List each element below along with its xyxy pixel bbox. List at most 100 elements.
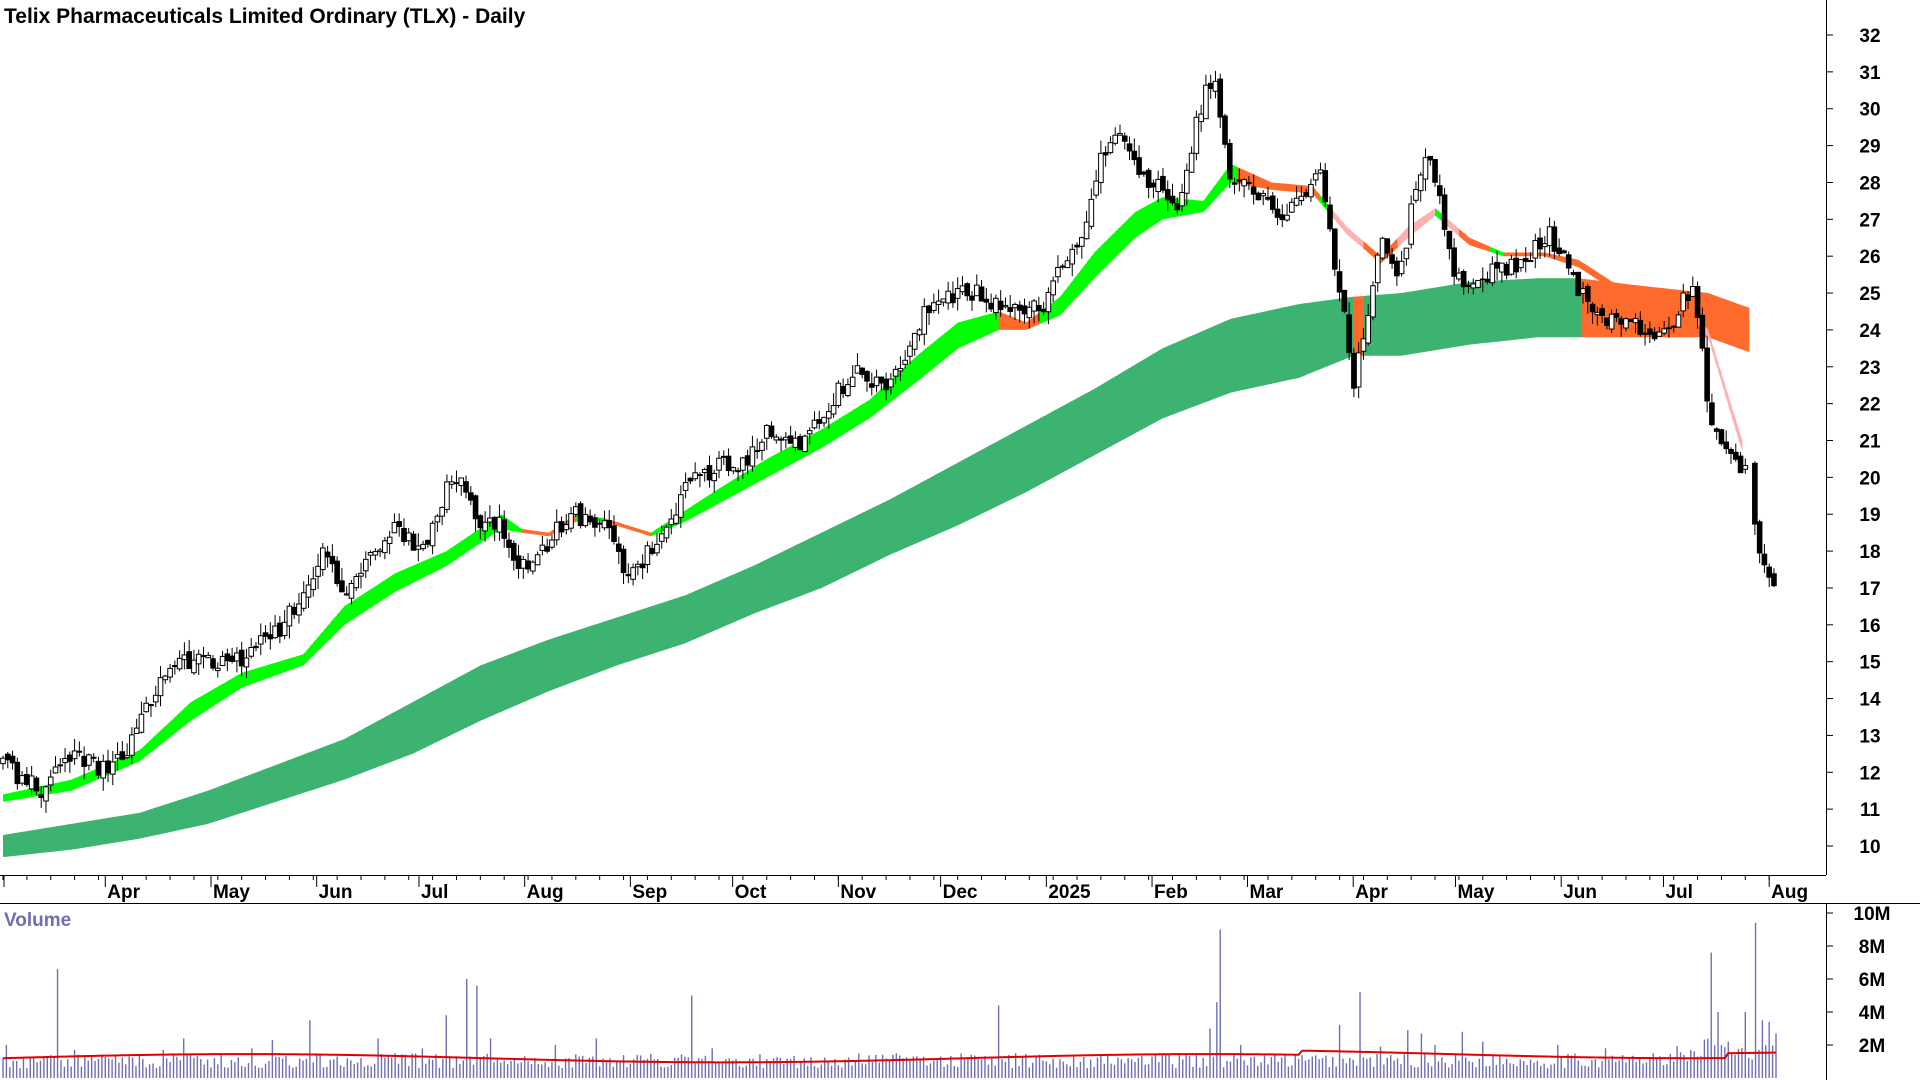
short-band-segment bbox=[957, 321, 962, 349]
short-band-segment bbox=[374, 584, 379, 605]
long-band-segment bbox=[1465, 281, 1470, 346]
short-band-segment bbox=[933, 339, 938, 368]
short-band-segment bbox=[773, 453, 778, 474]
candle-body bbox=[1289, 201, 1295, 213]
long-band-segment bbox=[834, 524, 839, 582]
long-band-segment bbox=[207, 789, 212, 824]
candle-body bbox=[1704, 347, 1710, 402]
long-band-segment bbox=[654, 604, 659, 654]
candle-body bbox=[453, 482, 460, 485]
long-band-segment bbox=[122, 815, 127, 842]
long-band-segment bbox=[568, 631, 574, 684]
short-band-segment bbox=[384, 577, 389, 599]
candle-body bbox=[658, 533, 665, 542]
candle-body bbox=[1570, 272, 1577, 275]
long-band-segment bbox=[1022, 425, 1027, 494]
short-band-segment bbox=[783, 447, 788, 469]
candle-body bbox=[673, 514, 679, 524]
long-band-segment bbox=[1544, 278, 1549, 338]
long-band-segment bbox=[112, 816, 117, 844]
long-band-segment bbox=[187, 796, 192, 829]
long-band-segment bbox=[671, 598, 676, 648]
short-band-segment bbox=[1735, 418, 1740, 441]
short-band-segment bbox=[1711, 340, 1716, 361]
candle-body bbox=[697, 474, 703, 477]
short-band-segment bbox=[1499, 251, 1504, 257]
short-band-segment bbox=[361, 593, 366, 614]
long-band-segment bbox=[930, 475, 935, 538]
long-band-segment bbox=[1223, 320, 1228, 396]
short-band-segment bbox=[1649, 295, 1654, 305]
candle-body bbox=[678, 494, 684, 518]
short-band-segment bbox=[1557, 255, 1562, 262]
short-band-segment bbox=[1019, 319, 1024, 330]
candle-body bbox=[639, 563, 646, 569]
candle-body bbox=[1155, 178, 1161, 193]
candle-body bbox=[1542, 243, 1548, 248]
long-band-segment bbox=[1247, 314, 1252, 389]
long-band-segment bbox=[1077, 396, 1082, 465]
long-band-segment bbox=[514, 651, 519, 706]
candle-body bbox=[582, 514, 589, 527]
candle-body bbox=[243, 657, 250, 668]
short-band-segment bbox=[1656, 297, 1661, 306]
candle-body bbox=[1260, 193, 1266, 197]
long-band-segment bbox=[749, 565, 754, 616]
long-band-segment bbox=[667, 599, 672, 649]
volume-bars bbox=[2, 922, 1777, 1078]
short-band-segment bbox=[1134, 210, 1140, 238]
candle-body bbox=[1709, 402, 1715, 426]
short-band-segment bbox=[1152, 200, 1157, 227]
candle-body bbox=[215, 667, 221, 672]
candle-body bbox=[1470, 283, 1477, 289]
short-band-segment bbox=[422, 559, 427, 578]
long-band-segment bbox=[446, 681, 451, 738]
candle-body bbox=[191, 659, 197, 674]
candle-body bbox=[1465, 284, 1472, 287]
short-band-segment bbox=[1148, 202, 1153, 229]
long-band-segment bbox=[1390, 293, 1395, 356]
short-band-segment bbox=[1247, 171, 1252, 187]
long-band-segment bbox=[470, 669, 475, 726]
short-band-segment bbox=[954, 322, 959, 352]
short-band-segment bbox=[1605, 277, 1610, 288]
short-band-segment bbox=[265, 664, 270, 679]
candle-body bbox=[1446, 230, 1453, 250]
short-band-segment bbox=[923, 347, 928, 376]
long-band-segment bbox=[920, 481, 925, 542]
short-band-segment bbox=[282, 659, 287, 673]
long-band-segment bbox=[1656, 287, 1661, 338]
candle-body bbox=[921, 306, 928, 335]
short-band-segment bbox=[221, 682, 226, 701]
candle-body bbox=[439, 506, 445, 517]
candle-body bbox=[811, 419, 818, 429]
candle-body bbox=[467, 492, 474, 501]
long-band-segment bbox=[1469, 281, 1474, 345]
long-band-segment bbox=[350, 733, 355, 778]
short-band-segment bbox=[1510, 252, 1515, 257]
short-band-segment bbox=[1666, 299, 1671, 308]
long-band-segment bbox=[37, 828, 42, 854]
candle-body bbox=[1666, 327, 1672, 330]
long-band-segment bbox=[732, 573, 737, 623]
short-band-segment bbox=[1196, 200, 1201, 214]
long-band-segment bbox=[961, 458, 966, 524]
short-band-segment bbox=[1424, 212, 1429, 224]
long-band-segment bbox=[425, 693, 430, 748]
long-band-segment bbox=[1561, 278, 1566, 338]
long-band-segment bbox=[991, 442, 996, 509]
candle-body bbox=[1055, 267, 1061, 278]
long-band-segment bbox=[347, 735, 352, 779]
long-band-segment bbox=[1281, 307, 1286, 382]
candle-body bbox=[1098, 152, 1104, 184]
candle-body bbox=[257, 635, 264, 645]
candle-body bbox=[377, 549, 383, 553]
short-band-segment bbox=[224, 680, 229, 699]
candle-body bbox=[95, 760, 102, 776]
candle-body bbox=[1384, 238, 1391, 254]
candle-body bbox=[1398, 260, 1405, 275]
candle-body bbox=[1126, 143, 1133, 152]
short-band-segment bbox=[1315, 190, 1320, 202]
long-band-segment bbox=[456, 676, 461, 733]
long-band-segment bbox=[579, 628, 584, 680]
